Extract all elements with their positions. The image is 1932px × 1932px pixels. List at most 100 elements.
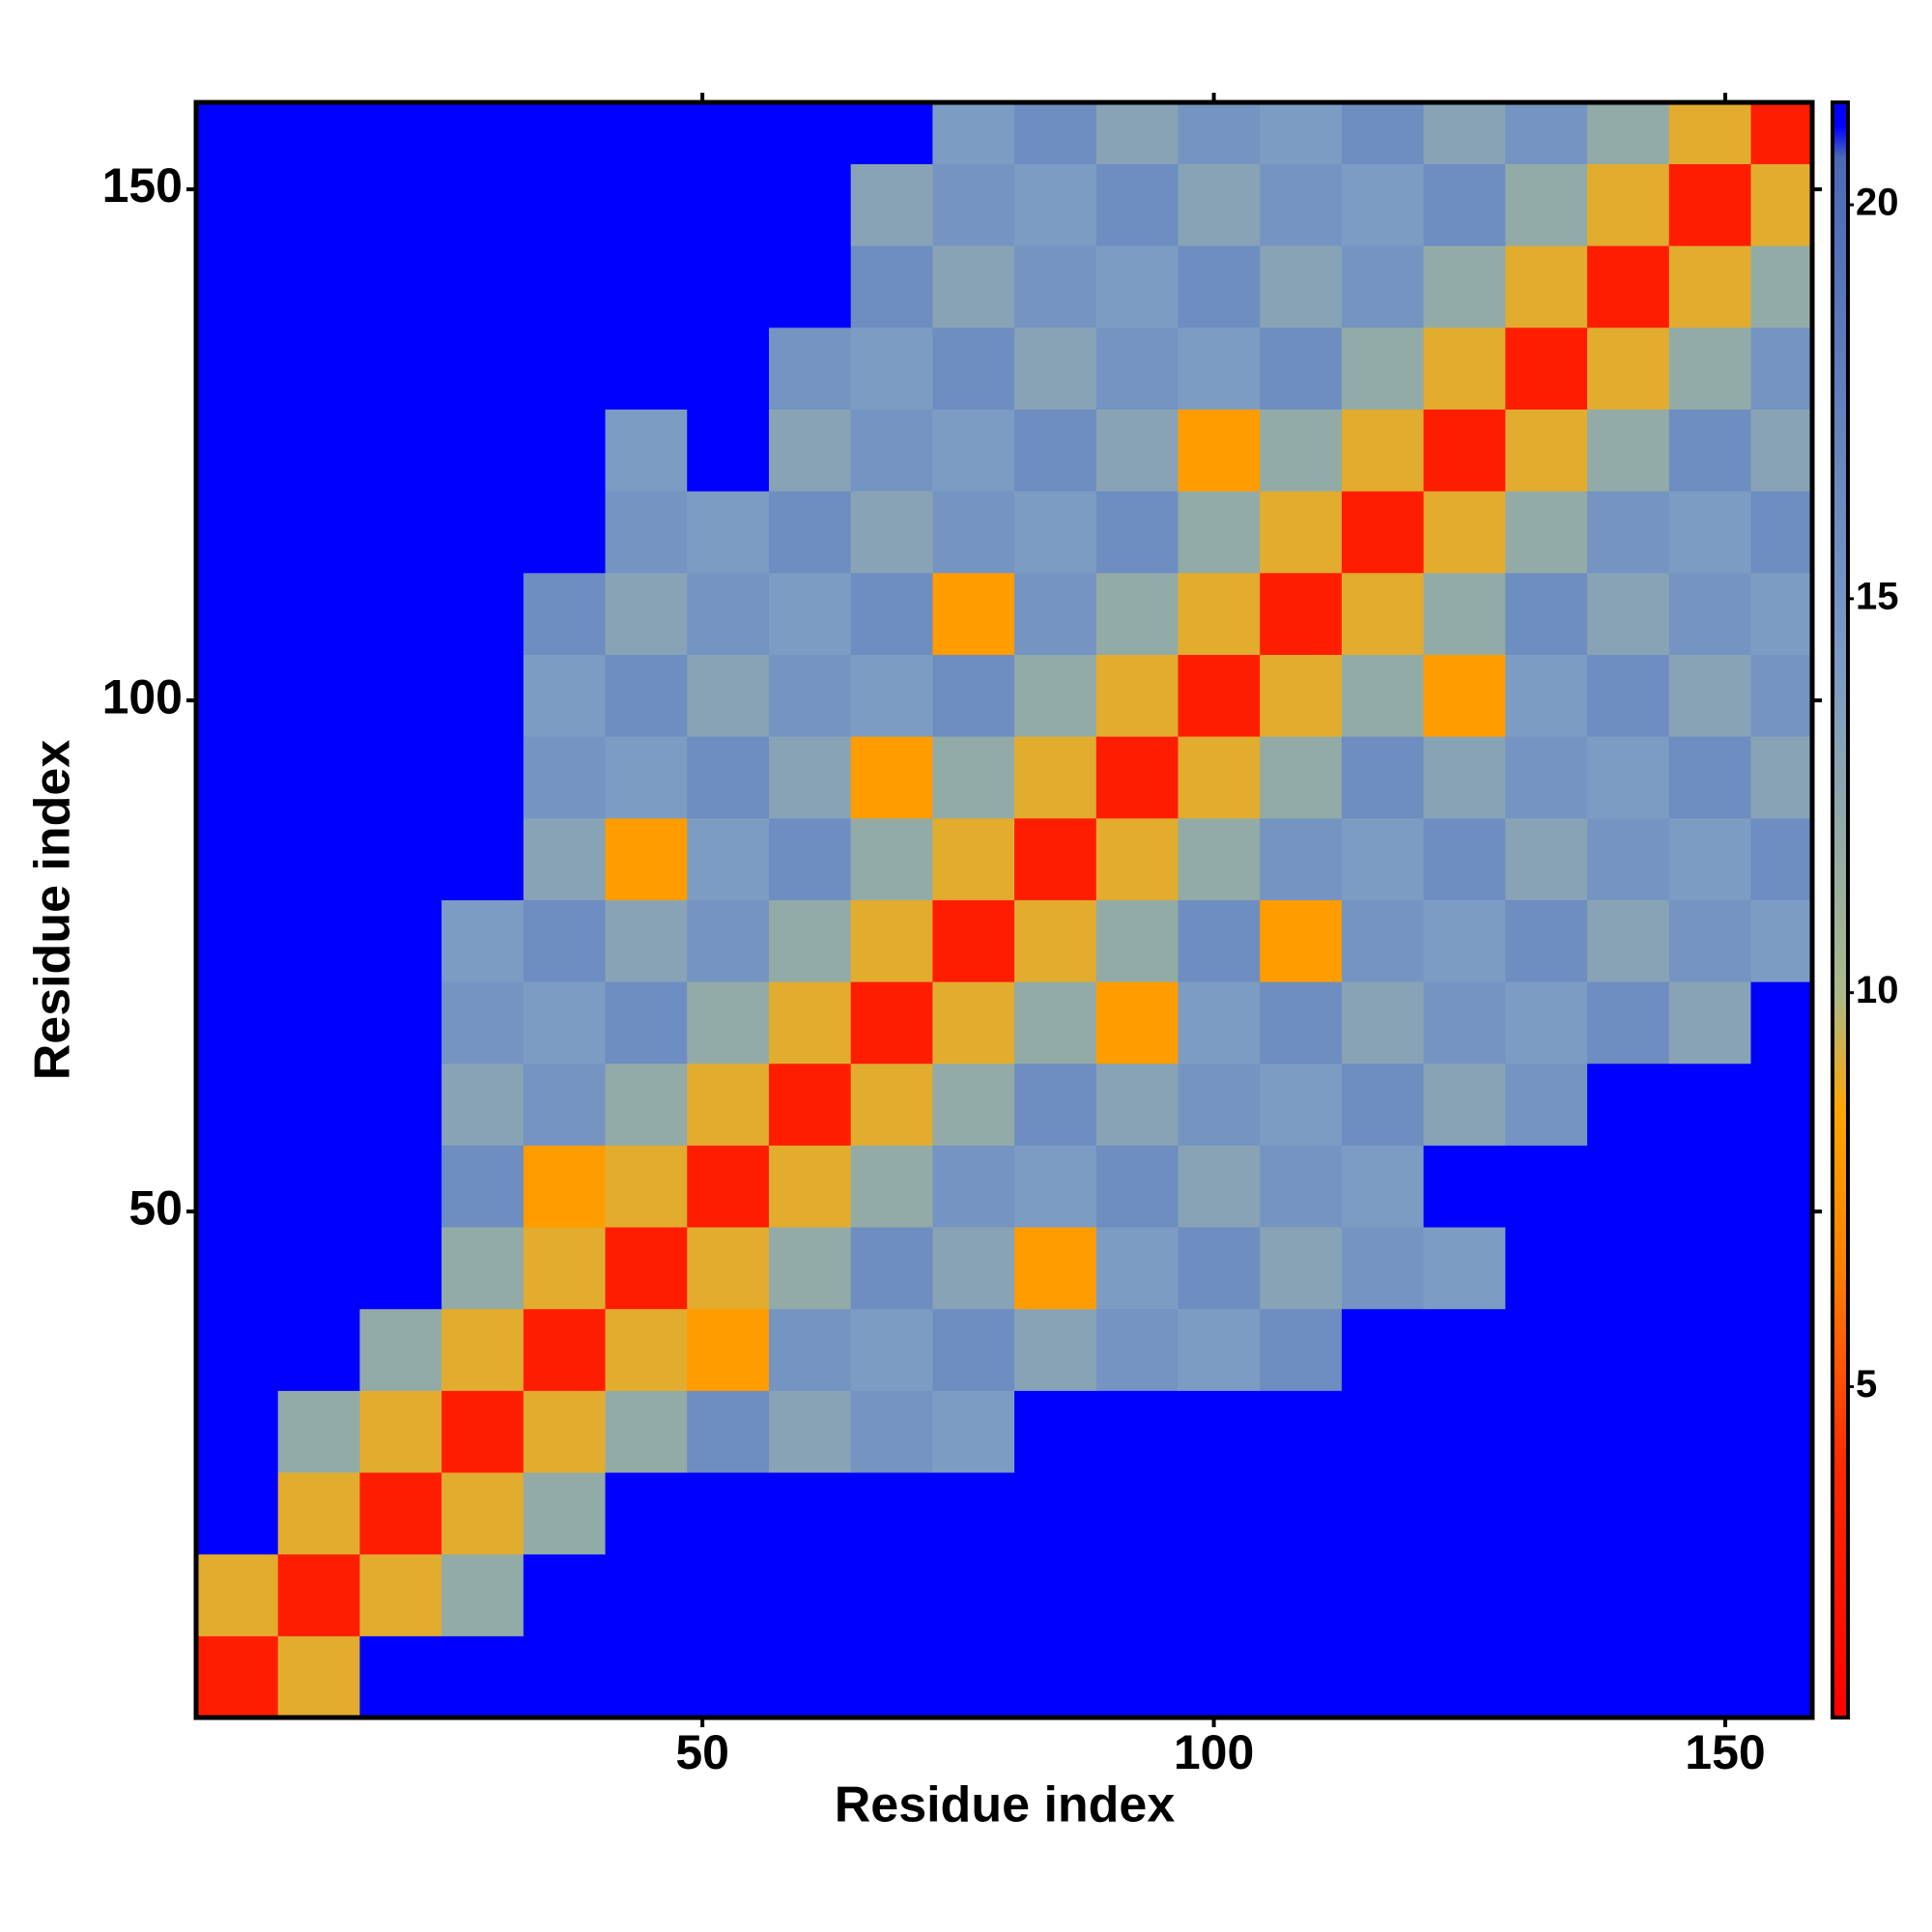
heatmap-cell [1260, 327, 1343, 410]
heatmap-cell [277, 981, 360, 1065]
heatmap-cell [523, 1145, 607, 1228]
y-axis-title: Residue index [25, 740, 81, 1081]
heatmap-cell [1178, 1553, 1261, 1636]
heatmap-cell [1095, 1390, 1179, 1473]
heatmap-cell [1668, 1635, 1751, 1719]
heatmap-cell [441, 1063, 525, 1146]
heatmap-cell [932, 572, 1015, 655]
colorbar [1831, 100, 1850, 1719]
heatmap-cell [523, 572, 607, 655]
heatmap-cell [1505, 409, 1588, 492]
heatmap-cell [687, 1063, 770, 1146]
heatmap-cell [1750, 899, 1813, 982]
heatmap-cell [1587, 1227, 1670, 1310]
heatmap-cell [1341, 409, 1425, 492]
heatmap-cell [1178, 1227, 1261, 1310]
heatmap-cell [1505, 654, 1588, 737]
heatmap-cell [277, 1308, 360, 1391]
heatmap-cell [523, 899, 607, 982]
heatmap-cell [768, 1390, 852, 1473]
heatmap-cell [1587, 1472, 1670, 1555]
heatmap-cell [441, 1390, 525, 1473]
heatmap-cell [850, 1635, 933, 1719]
heatmap-cell [523, 1553, 607, 1636]
heatmap-cell [768, 1472, 852, 1555]
heatmap-cell [441, 245, 525, 328]
heatmap-cell [687, 491, 770, 574]
heatmap-cell [1178, 817, 1261, 900]
heatmap-cell [277, 1145, 360, 1228]
heatmap-cell [1095, 981, 1179, 1065]
heatmap-cell [359, 245, 442, 328]
heatmap-cell [1178, 1472, 1261, 1555]
y-tick-label: 100 [102, 669, 183, 724]
heatmap-cell [768, 1635, 852, 1719]
heatmap-cell [1505, 163, 1588, 246]
heatmap-cell [1587, 654, 1670, 737]
heatmap-cell [277, 899, 360, 982]
heatmap-cell [1505, 817, 1588, 900]
heatmap-cell [359, 1145, 442, 1228]
heatmap-cell [359, 327, 442, 410]
heatmap-cell [768, 409, 852, 492]
heatmap-cell [1260, 654, 1343, 737]
heatmap-cell [1668, 981, 1751, 1065]
heatmap-cell [850, 899, 933, 982]
heatmap-cell [523, 981, 607, 1065]
heatmap-cell [932, 1308, 1015, 1391]
heatmap-cell [1095, 736, 1179, 819]
heatmap-cell [605, 327, 688, 410]
heatmap-cell [1341, 102, 1425, 164]
heatmap-cell [1668, 1472, 1751, 1555]
heatmap-cell [1423, 572, 1506, 655]
heatmap-cell [523, 491, 607, 574]
heatmap-cell [1178, 491, 1261, 574]
heatmap-cell [277, 1227, 360, 1310]
heatmap-cell [1260, 1472, 1343, 1555]
heatmap-cell [1014, 1553, 1097, 1636]
heatmap-cell [605, 1145, 688, 1228]
heatmap-cell [1668, 654, 1751, 737]
heatmap-cell [687, 654, 770, 737]
heatmap-cell [1095, 409, 1179, 492]
heatmap-cell [850, 1472, 933, 1555]
heatmap-cell [277, 245, 360, 328]
heatmap-cell [605, 1390, 688, 1473]
heatmap-cell [1178, 899, 1261, 982]
heatmap-cell [441, 981, 525, 1065]
heatmap-cell [932, 1063, 1015, 1146]
heatmap-cell [605, 1553, 688, 1636]
heatmap-cell [1260, 736, 1343, 819]
heatmap-cell [1668, 736, 1751, 819]
heatmap-cell [441, 102, 525, 164]
heatmap-cell [1095, 1145, 1179, 1228]
heatmap-cell [768, 1308, 852, 1391]
heatmap-cell [687, 572, 770, 655]
heatmap-cell [1587, 1145, 1670, 1228]
heatmap-cell [687, 1390, 770, 1473]
heatmap-cell [768, 1553, 852, 1636]
heatmap-cell [1505, 1063, 1588, 1146]
heatmap-cell [850, 1227, 933, 1310]
heatmap-cell [277, 1390, 360, 1473]
heatmap-cell [523, 1308, 607, 1391]
heatmap-cell [605, 899, 688, 982]
heatmap-cell [1668, 817, 1751, 900]
heatmap-cell [277, 163, 360, 246]
heatmap-cell [1341, 1145, 1425, 1228]
heatmap-cell [1341, 1390, 1425, 1473]
heatmap-cell [196, 1472, 279, 1555]
heatmap-cell [523, 163, 607, 246]
heatmap-cell [605, 409, 688, 492]
heatmap-cell [1341, 1308, 1425, 1391]
heatmap-cell [768, 327, 852, 410]
heatmap-cell [1260, 1553, 1343, 1636]
heatmap-cell [277, 409, 360, 492]
heatmap-cell [1587, 245, 1670, 328]
heatmap-cell [441, 1308, 525, 1391]
heatmap-cell [605, 736, 688, 819]
heatmap-cell [932, 654, 1015, 737]
heatmap-cell [277, 1472, 360, 1555]
heatmap-cell [359, 736, 442, 819]
heatmap-cell [1587, 409, 1670, 492]
